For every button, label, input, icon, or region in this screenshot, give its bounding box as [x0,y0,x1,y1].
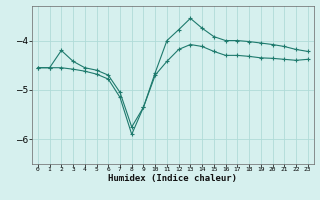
X-axis label: Humidex (Indice chaleur): Humidex (Indice chaleur) [108,174,237,183]
